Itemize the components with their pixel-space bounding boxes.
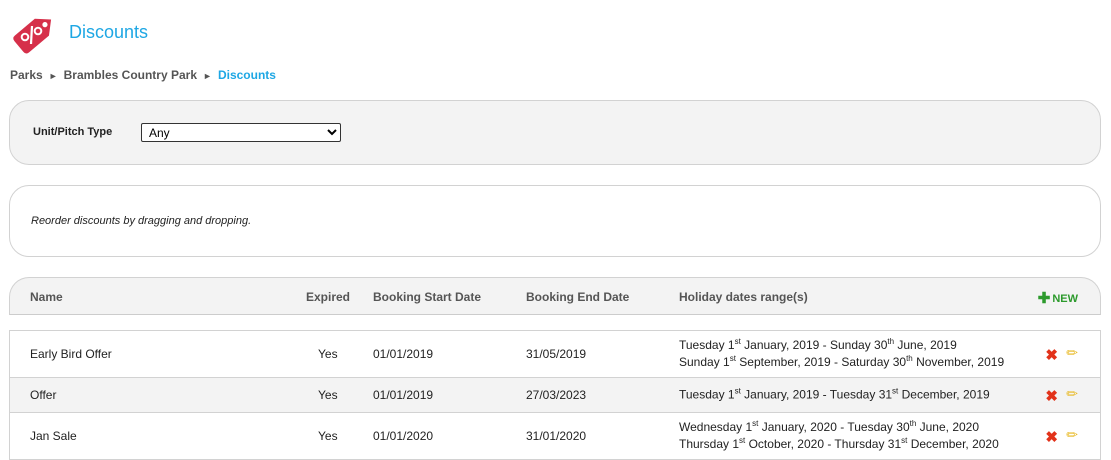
table-row[interactable]: Early Bird Offer Yes 01/01/2019 31/05/2019 T… (10, 331, 1100, 378)
breadcrumb-park[interactable]: Brambles Country Park (63, 68, 198, 82)
col-holiday[interactable]: Holiday dates range(s) (679, 290, 808, 304)
filter-panel: Unit/Pitch Type Any (9, 100, 1101, 165)
page-title: Discounts (69, 22, 149, 42)
range-text: th (906, 354, 913, 363)
booking-start: 01/01/2019 (373, 388, 434, 402)
booking-start: 01/01/2020 (373, 429, 434, 443)
range-text: st (892, 386, 899, 396)
range-text: December, 2019 (898, 387, 990, 402)
range-text: January, 2019 - Sunday 30 (740, 338, 888, 352)
edit-pencil-icon[interactable]: ✏ (1066, 385, 1078, 402)
range-text: Tuesday 1 (679, 387, 735, 402)
new-discount-button[interactable]: ✚ NEW (1037, 290, 1078, 307)
range-text: st (739, 436, 746, 445)
discount-name: Early Bird Offer (30, 347, 112, 361)
range-text: Sunday 1 (679, 355, 730, 369)
holiday-range: Tuesday 1st January, 2019 - Tuesday 31st… (679, 387, 990, 404)
breadcrumb-current: Discounts (217, 68, 276, 82)
range-text: st (729, 354, 736, 363)
table-header: Name Expired Booking Start Date Booking … (9, 277, 1101, 315)
holiday-range: Sunday 1st September, 2019 - Saturday 30… (679, 354, 1004, 371)
delete-icon[interactable]: ✖ (1045, 387, 1058, 405)
holiday-range: Tuesday 1st January, 2019 - Sunday 30th … (679, 337, 1004, 354)
unit-type-label: Unit/Pitch Type (33, 126, 113, 138)
range-text: January, 2019 - Tuesday 31 (740, 387, 893, 402)
booking-end: 31/05/2019 (526, 347, 587, 361)
booking-end: 31/01/2020 (526, 429, 587, 443)
breadcrumb: Parks ► Brambles Country Park ► Discounts (10, 68, 276, 82)
discount-name: Jan Sale (30, 429, 77, 443)
range-text: th (887, 337, 895, 346)
holiday-ranges: Tuesday 1st January, 2019 - Sunday 30th … (679, 337, 1004, 371)
delete-icon[interactable]: ✖ (1045, 428, 1058, 446)
range-text: December, 2020 (907, 437, 999, 451)
range-text: January, 2020 - Tuesday 30 (758, 420, 910, 434)
col-end[interactable]: Booking End Date (526, 290, 630, 304)
expired-value: Yes (318, 429, 338, 443)
range-text: st (734, 337, 741, 346)
table-row[interactable]: Offer Yes 01/01/2019 27/03/2023 Tuesday 1st … (10, 378, 1100, 413)
expired-value: Yes (318, 388, 338, 402)
col-start[interactable]: Booking Start Date (373, 290, 482, 304)
discount-tag-icon (13, 18, 52, 54)
unit-type-select[interactable]: Any (141, 123, 341, 142)
edit-pencil-icon[interactable]: ✏ (1066, 426, 1078, 443)
info-panel: Reorder discounts by dragging and droppi… (9, 185, 1101, 257)
breadcrumb-arrow-icon: ► (203, 71, 212, 81)
holiday-ranges: Wednesday 1st January, 2020 - Tuesday 30… (679, 419, 999, 453)
col-expired[interactable]: Expired (306, 290, 351, 304)
range-text: st (752, 419, 759, 428)
breadcrumb-parks[interactable]: Parks (10, 68, 43, 82)
range-text: st (734, 386, 741, 396)
discounts-table-body: Early Bird Offer Yes 01/01/2019 31/05/2019 T… (9, 330, 1101, 460)
range-text: st (901, 436, 908, 445)
range-text: October, 2020 - Thursday 31 (745, 437, 902, 451)
edit-pencil-icon[interactable]: ✏ (1066, 344, 1078, 361)
range-text: th (909, 419, 917, 428)
delete-icon[interactable]: ✖ (1045, 346, 1058, 364)
booking-start: 01/01/2019 (373, 347, 434, 361)
discount-name: Offer (30, 388, 57, 402)
holiday-range: Thursday 1st October, 2020 - Thursday 31… (679, 436, 999, 453)
breadcrumb-arrow-icon: ► (48, 71, 58, 81)
holiday-range: Wednesday 1st January, 2020 - Tuesday 30… (679, 419, 999, 436)
range-text: June, 2020 (916, 420, 980, 434)
range-text: June, 2019 (894, 338, 957, 352)
range-text: September, 2019 - Saturday 30 (735, 355, 907, 369)
holiday-ranges: Tuesday 1st January, 2019 - Tuesday 31st… (679, 387, 990, 404)
range-text: Wednesday 1 (679, 420, 753, 434)
expired-value: Yes (318, 347, 338, 361)
plus-icon: ✚ (1037, 290, 1051, 307)
range-text: Thursday 1 (679, 437, 740, 451)
col-name[interactable]: Name (30, 290, 63, 304)
range-text: November, 2019 (912, 355, 1005, 369)
table-row[interactable]: Jan Sale Yes 01/01/2020 31/01/2020 Wednesday… (10, 413, 1100, 460)
range-text: Tuesday 1 (679, 338, 735, 352)
reorder-hint: Reorder discounts by dragging and droppi… (31, 215, 252, 227)
booking-end: 27/03/2023 (526, 388, 587, 402)
